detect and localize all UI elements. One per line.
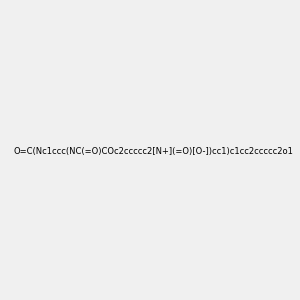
- Text: O=C(Nc1ccc(NC(=O)COc2ccccc2[N+](=O)[O-])cc1)c1cc2ccccc2o1: O=C(Nc1ccc(NC(=O)COc2ccccc2[N+](=O)[O-])…: [14, 147, 294, 156]
